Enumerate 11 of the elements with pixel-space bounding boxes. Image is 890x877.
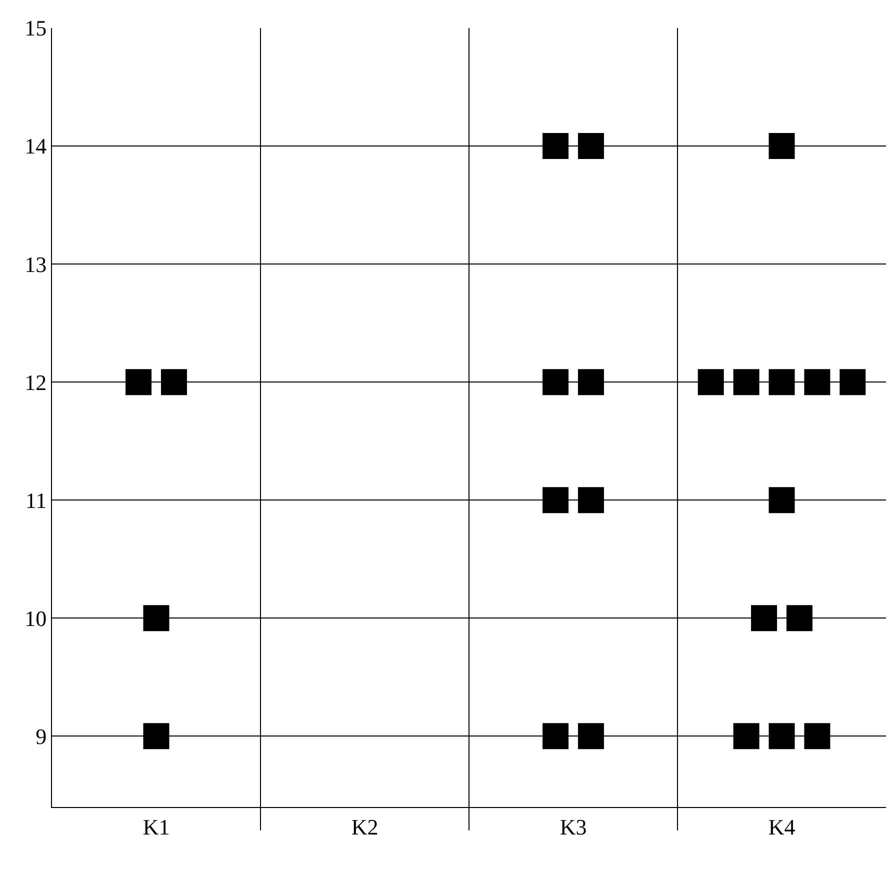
x-tick-label: K4 <box>768 814 796 840</box>
x-tick-label: K1 <box>142 814 170 840</box>
y-tick-label: 11 <box>25 488 47 513</box>
y-tick-label: 10 <box>24 606 47 631</box>
y-tick-label: 15 <box>24 16 47 41</box>
x-tick-label: K2 <box>351 814 378 840</box>
y-tick-label: 14 <box>24 134 47 159</box>
x-tick-label: K3 <box>560 814 587 840</box>
y-tick-label: 12 <box>24 370 47 395</box>
y-tick-label: 13 <box>24 252 47 277</box>
y-tick-label: 9 <box>36 724 47 749</box>
